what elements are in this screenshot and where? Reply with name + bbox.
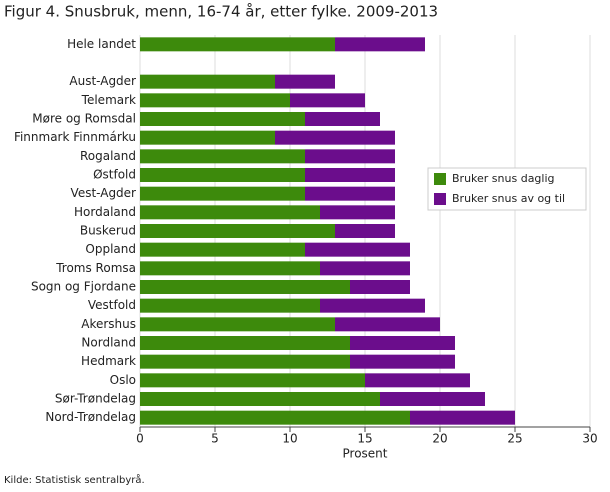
bar	[140, 280, 350, 294]
bar	[275, 130, 395, 145]
bar	[335, 317, 440, 332]
bar	[140, 224, 335, 238]
y-tick-label: Nordland	[81, 336, 136, 350]
bar	[305, 112, 380, 126]
legend-label: Bruker snus daglig	[452, 172, 555, 185]
y-tick-label: Oppland	[85, 242, 136, 256]
bar	[350, 280, 410, 294]
bar	[305, 186, 395, 201]
source: Kilde: Statistisk sentralbyrå.	[4, 473, 145, 486]
chart-title: Figur 4. Snusbruk, menn, 16-74 år, etter…	[4, 3, 438, 21]
x-tick-label: 30	[582, 432, 597, 446]
bar	[350, 354, 455, 369]
x-axis-label: Prosent	[343, 447, 388, 461]
bar	[140, 317, 335, 332]
y-tick-label: Hele landet	[67, 37, 136, 51]
legend-swatch	[434, 173, 446, 185]
y-tick-label: Hordaland	[74, 205, 136, 219]
bar	[320, 261, 410, 276]
x-tick-label: 10	[282, 432, 297, 446]
legend-label: Bruker snus av og til	[452, 192, 565, 205]
bar	[365, 373, 470, 388]
x-tick-label: 15	[357, 432, 372, 446]
bar	[140, 112, 305, 126]
bar	[140, 336, 350, 350]
y-tick-label: Hedmark	[81, 354, 136, 368]
bar	[140, 354, 350, 369]
y-tick-label: Rogaland	[80, 149, 136, 163]
bar	[140, 37, 335, 52]
bar	[320, 205, 395, 220]
x-tick-label: 5	[211, 432, 219, 446]
y-tick-label: Buskerud	[80, 224, 136, 238]
x-tick-label: 0	[136, 432, 144, 446]
legend-swatch	[434, 193, 446, 205]
y-tick-label: Aust-Agder	[69, 74, 136, 88]
bar	[140, 74, 275, 89]
bar	[140, 410, 410, 425]
bar	[140, 392, 380, 406]
legend-box	[427, 167, 587, 211]
bar	[335, 224, 395, 238]
bar	[350, 336, 455, 350]
y-tick-label: Vestfold	[88, 298, 136, 312]
bar	[305, 242, 410, 257]
y-tick-label: Nord-Trøndelag	[45, 410, 136, 424]
y-tick-label: Østfold	[93, 168, 136, 182]
y-tick-label: Sør-Trøndelag	[55, 392, 136, 406]
bar	[305, 168, 395, 182]
bar	[320, 298, 425, 313]
bar	[275, 74, 335, 89]
bar	[140, 205, 320, 220]
bar	[140, 149, 305, 164]
x-tick-label: 25	[507, 432, 522, 446]
bar	[335, 37, 425, 52]
bar	[380, 392, 485, 406]
y-tick-label: Oslo	[110, 373, 136, 387]
y-tick-label: Vest-Agder	[71, 186, 137, 200]
bar	[140, 130, 275, 145]
bar	[140, 168, 305, 182]
x-tick-label: 20	[432, 432, 447, 446]
bar	[140, 261, 320, 276]
y-tick-label: Akershus	[81, 317, 136, 331]
y-tick-label: Møre og Romsdal	[32, 112, 136, 126]
y-tick-label: Troms Romsa	[55, 261, 136, 275]
bar	[140, 298, 320, 313]
bar	[305, 149, 395, 164]
bar	[140, 373, 365, 388]
y-tick-label: Telemark	[81, 93, 136, 107]
bar	[140, 93, 290, 108]
bar	[410, 410, 515, 425]
y-tick-label: Finnmark Finnmárku	[14, 130, 136, 144]
y-tick-label: Sogn og Fjordane	[31, 280, 136, 294]
bar	[140, 186, 305, 201]
bar	[140, 242, 305, 257]
bar	[290, 93, 365, 108]
